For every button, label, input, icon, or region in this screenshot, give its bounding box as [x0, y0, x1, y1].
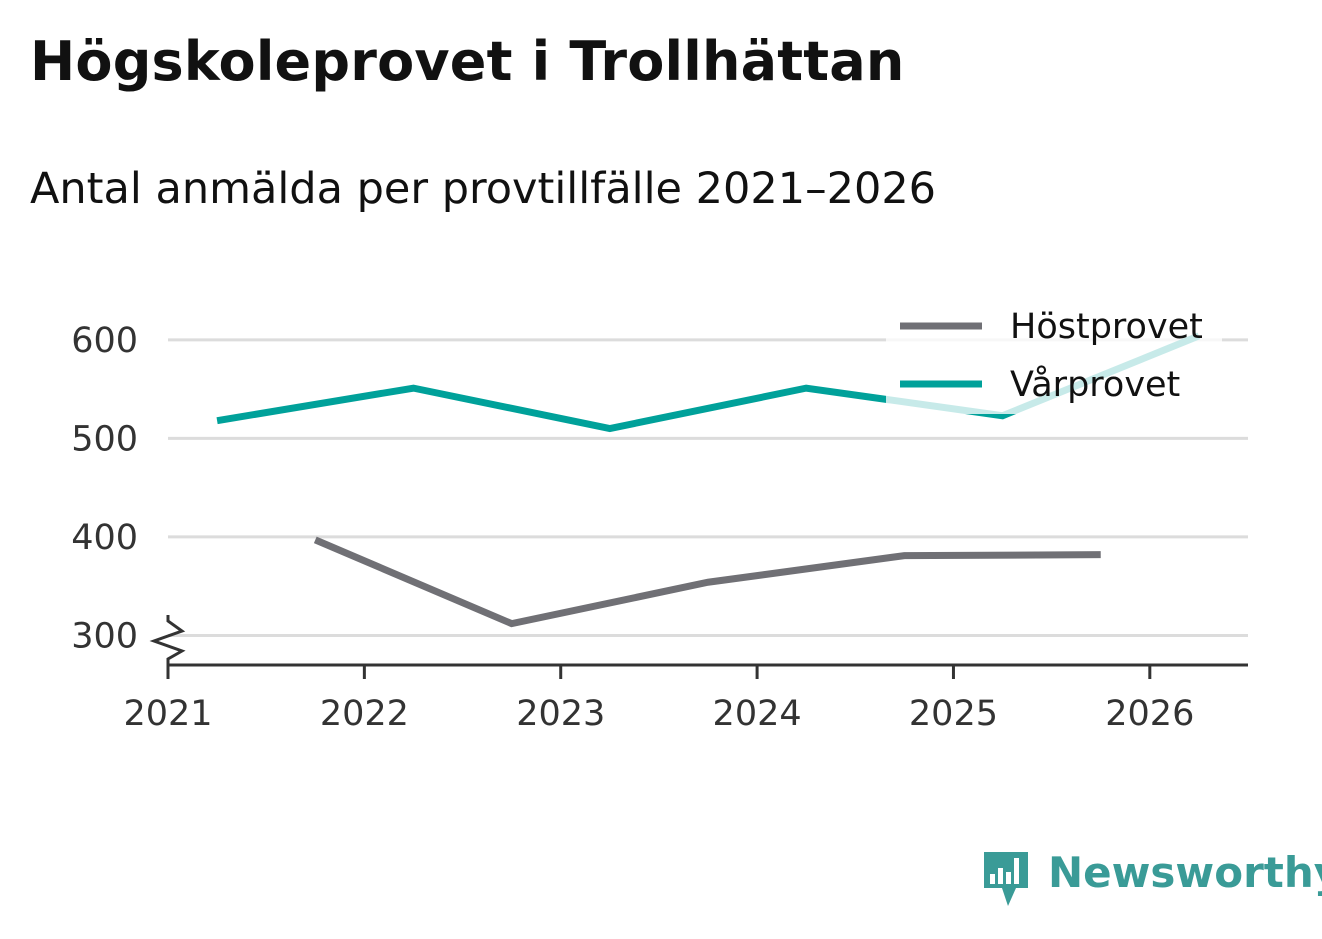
chart-title: Högskoleprovet i Trollhättan: [30, 30, 905, 93]
legend-label: Vårprovet: [1010, 364, 1180, 405]
y-tick-label: 300: [71, 616, 138, 656]
x-tick-label: 2021: [123, 694, 212, 734]
x-tick-label: 2024: [713, 694, 802, 734]
chart-subtitle: Antal anmälda per provtillfälle 2021–202…: [30, 164, 937, 214]
legend: Höstprovet Vårprovet: [886, 298, 1222, 414]
legend-background: [886, 298, 1222, 414]
legend-label: Höstprovet: [1010, 307, 1203, 347]
brand-logo: Newsworthy: [980, 848, 1322, 912]
y-tick-label: 600: [71, 321, 138, 361]
y-tick-label: 500: [71, 419, 138, 459]
x-tick-label: 2025: [909, 694, 998, 734]
brand-name: Newsworthy: [1048, 848, 1322, 897]
newsworthy-logo-icon: [984, 852, 1028, 906]
x-tick-label: 2022: [320, 694, 409, 734]
x-axis: 2021 2022 2023 2024 2025 2026: [123, 663, 1248, 734]
axis-break-icon: [149, 615, 186, 665]
y-tick-label: 400: [71, 518, 138, 558]
y-axis: 300 400 500 600: [71, 321, 186, 665]
x-tick-label: 2026: [1105, 694, 1194, 734]
x-tick-label: 2023: [516, 694, 605, 734]
series-line-hostprovet: [313, 536, 1101, 628]
